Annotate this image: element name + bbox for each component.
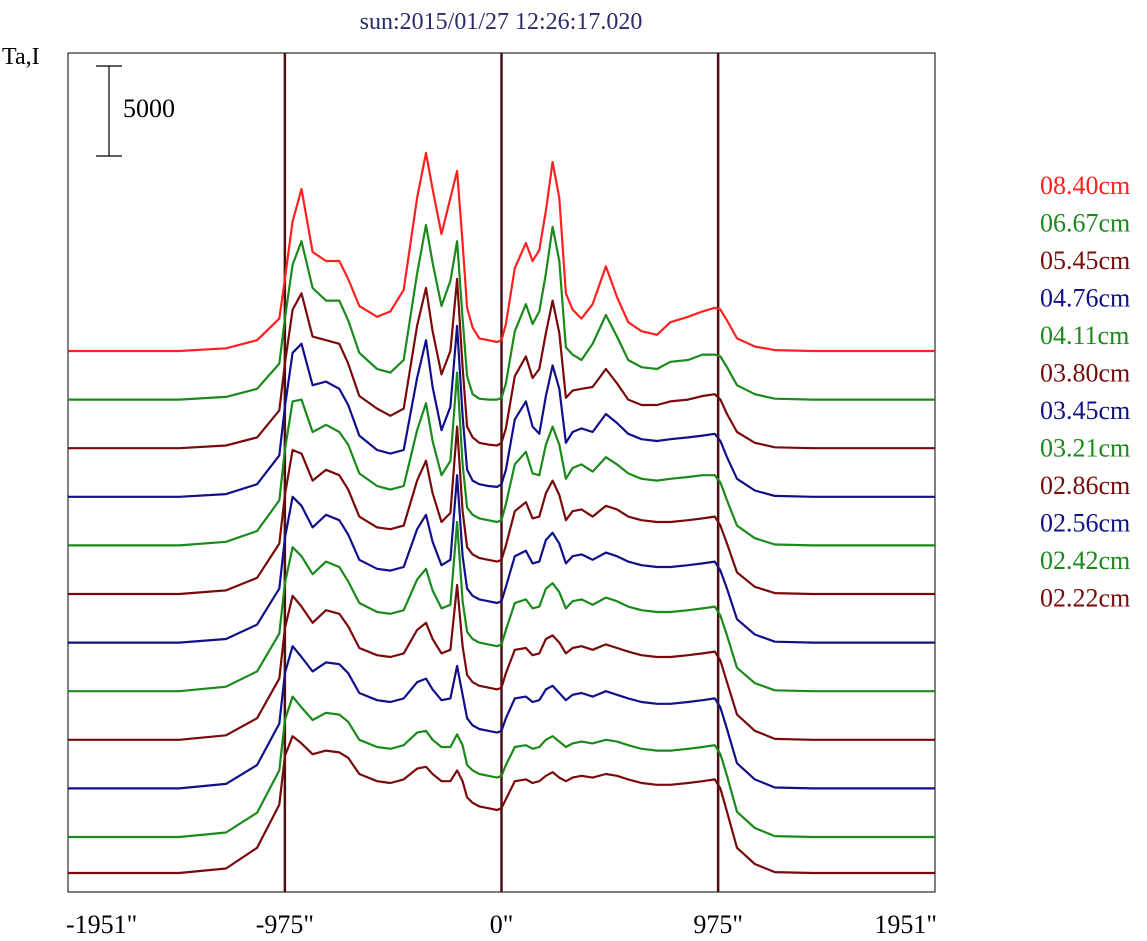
series-line-02.56cm <box>68 645 935 790</box>
vertical-reference-lines <box>283 53 720 892</box>
x-axis-ticks: -1951" -975" 0" 975" 1951" <box>66 910 937 939</box>
legend-entry: 02.42cm <box>1040 546 1130 575</box>
series-line-03.45cm <box>68 474 935 644</box>
scale-bar-label: 5000 <box>123 94 175 123</box>
series-line-02.22cm <box>68 735 935 875</box>
legend-entry: 05.45cm <box>1040 246 1130 275</box>
legend-entry: 03.45cm <box>1040 396 1130 425</box>
series-line-04.11cm <box>68 371 935 547</box>
series-line-08.40cm <box>68 151 935 353</box>
x-tick-label: -975" <box>256 910 314 939</box>
legend: 08.40cm 06.67cm 05.45cm 04.76cm 04.11cm 03.80… <box>1040 171 1130 613</box>
legend-entry: 03.21cm <box>1040 434 1130 463</box>
series-layer <box>68 151 935 875</box>
legend-entry: 04.11cm <box>1040 321 1129 350</box>
x-tick-label: 975" <box>693 910 743 939</box>
x-tick-label: 1951" <box>874 910 937 939</box>
scale-bar: 5000 <box>96 65 175 157</box>
series-line-02.42cm <box>68 695 935 839</box>
legend-entry: 02.86cm <box>1040 471 1130 500</box>
y-axis-label: Ta,I <box>2 44 40 70</box>
series-line-03.80cm <box>68 425 935 596</box>
legend-entry: 03.80cm <box>1040 359 1130 388</box>
legend-entry: 02.22cm <box>1040 584 1130 613</box>
x-tick-label: -1951" <box>66 910 137 939</box>
series-line-04.76cm <box>68 324 935 498</box>
series-line-06.67cm <box>68 223 935 401</box>
chart-title: sun:2015/01/27 12:26:17.020 <box>360 9 643 35</box>
legend-entry: 02.56cm <box>1040 509 1130 538</box>
series-line-02.86cm <box>68 583 935 741</box>
legend-entry: 04.76cm <box>1040 284 1130 313</box>
series-line-05.45cm <box>68 277 935 450</box>
series-line-03.21cm <box>68 520 935 693</box>
x-tick-label: 0" <box>490 910 514 939</box>
legend-entry: 08.40cm <box>1040 171 1130 200</box>
legend-entry: 06.67cm <box>1040 209 1130 238</box>
